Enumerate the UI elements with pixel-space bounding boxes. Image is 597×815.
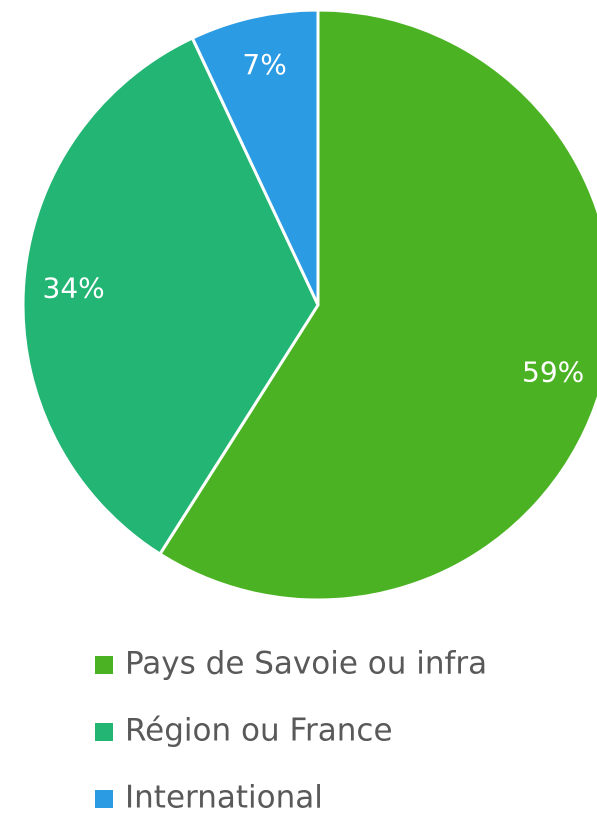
value-label: 34% (43, 272, 105, 305)
legend-label: Région ou France (125, 713, 393, 749)
value-label: 59% (522, 355, 584, 388)
pie-slice (190, 8, 320, 306)
legend-swatch (95, 723, 113, 741)
legend-label: International (125, 780, 323, 815)
value-label: 7% (242, 48, 286, 81)
legend-label: Pays de Savoie ou infra (125, 646, 487, 682)
legend-swatch (95, 656, 113, 674)
legend-swatch (95, 790, 113, 808)
pie-slice (21, 36, 320, 557)
pie-slice (157, 8, 597, 602)
